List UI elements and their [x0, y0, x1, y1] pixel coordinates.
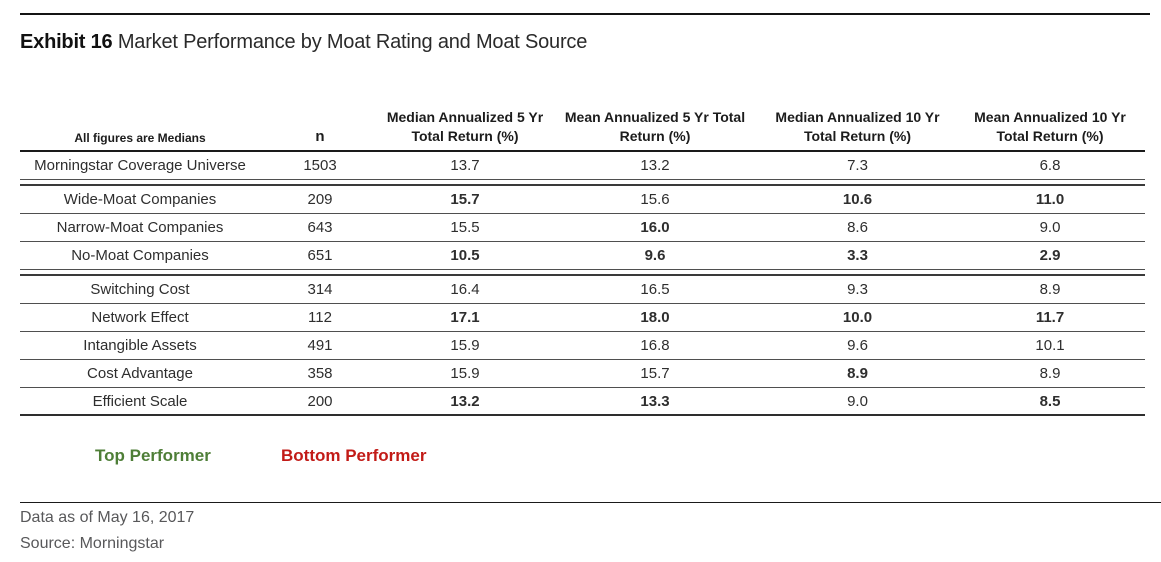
cell-value: 10.5: [450, 247, 480, 264]
cell-value: 17.1: [450, 309, 480, 326]
cell-value: 15.5: [450, 219, 480, 236]
table-row-efficient-scale: Efficient Scale 200 13.2 13.3 9.0 8.5: [20, 388, 1145, 416]
cell-value: 2.9: [1039, 247, 1061, 264]
cell-value: 15.9: [450, 337, 480, 354]
cell-value: 10.6: [842, 191, 873, 208]
row-label: Narrow-Moat Companies: [56, 219, 224, 236]
cell-value: 16.4: [450, 281, 480, 298]
table-row-cost-advantage: Cost Advantage 358 15.9 15.7 8.9 8.9: [20, 360, 1145, 388]
cell-value: 9.3: [847, 281, 868, 298]
row-label: Efficient Scale: [92, 393, 188, 410]
cell-value: 15.7: [640, 365, 670, 382]
cell-value: 8.9: [847, 365, 868, 382]
cell-value: 8.9: [1039, 281, 1061, 298]
cell-value: 10.0: [842, 309, 873, 326]
cell-value: 9.0: [1039, 219, 1061, 236]
cell-value: 15.9: [450, 365, 480, 382]
table-row-network-effect: Network Effect 112 17.1 18.0 10.0 11.7: [20, 304, 1145, 332]
cell-value: 11.7: [1035, 309, 1065, 326]
column-header-mean-5yr: Mean Annualized 5 Yr Total Return (%): [550, 108, 760, 145]
cell-value: 8.6: [847, 219, 868, 236]
row-label: Network Effect: [91, 309, 189, 326]
table-row-no-moat: No-Moat Companies 651 10.5 9.6 3.3 2.9: [20, 242, 1145, 270]
cell-value: 9.6: [644, 247, 666, 264]
cell-n: 1503: [303, 157, 337, 174]
cell-value: 15.7: [450, 191, 480, 208]
cell-value: 3.3: [847, 247, 868, 264]
group-separator: [20, 180, 1145, 186]
row-label: Cost Advantage: [87, 365, 193, 382]
cell-n: 491: [307, 337, 333, 354]
row-label: No-Moat Companies: [71, 247, 209, 264]
column-header-n: n: [315, 128, 325, 145]
cell-value: 8.5: [1039, 393, 1061, 410]
exhibit-title-text: Market Performance by Moat Rating and Mo…: [112, 31, 588, 53]
header-line2: Total Return (%): [996, 127, 1104, 144]
cell-n: 643: [307, 219, 333, 236]
row-label: Switching Cost: [90, 281, 190, 298]
cell-value: 16.0: [640, 219, 670, 236]
cell-value: 18.0: [640, 309, 670, 326]
header-line2: Total Return (%): [411, 127, 519, 144]
cell-value: 9.0: [847, 393, 868, 410]
cell-n: 651: [307, 247, 333, 264]
cell-value: 15.6: [640, 191, 670, 208]
cell-value: 13.3: [640, 393, 670, 410]
row-label: Intangible Assets: [83, 337, 197, 354]
cell-value: 7.3: [847, 157, 868, 174]
group-separator: [20, 270, 1145, 276]
footer-source: Source: Morningstar: [20, 535, 165, 552]
table-header-row: All figures are Medians n Median Annuali…: [20, 103, 1145, 152]
cell-value: 10.1: [1035, 337, 1065, 354]
legend-bottom-performer: Bottom Performer: [281, 446, 427, 465]
cell-n: 209: [307, 191, 333, 208]
header-line1: Median Annualized 5 Yr: [386, 109, 544, 126]
table-row-coverage-universe: Morningstar Coverage Universe 1503 13.7 …: [20, 152, 1145, 180]
cell-value: 13.7: [450, 157, 480, 174]
cell-value: 8.9: [1039, 365, 1061, 382]
cell-value: 13.2: [640, 157, 670, 174]
row-label: Wide-Moat Companies: [63, 191, 217, 208]
cell-value: 16.8: [640, 337, 670, 354]
footer-rule: [20, 502, 1161, 503]
cell-n: 358: [307, 365, 333, 382]
column-header-mean-10yr: Mean Annualized 10 Yr Total Return (%): [955, 108, 1145, 145]
cell-value: 6.8: [1039, 157, 1061, 174]
exhibit-title: Exhibit 16 Market Performance by Moat Ra…: [20, 31, 587, 54]
legend-top-performer: Top Performer: [95, 446, 211, 465]
table-row-narrow-moat: Narrow-Moat Companies 643 15.5 16.0 8.6 …: [20, 214, 1145, 242]
cell-value: 16.5: [640, 281, 670, 298]
exhibit-number: Exhibit 16: [20, 31, 113, 53]
performance-table: All figures are Medians n Median Annuali…: [20, 103, 1145, 416]
row-label: Morningstar Coverage Universe: [34, 157, 246, 174]
table-row-switching-cost: Switching Cost 314 16.4 16.5 9.3 8.9: [20, 276, 1145, 304]
header-line1: Mean Annualized 10 Yr: [974, 109, 1126, 126]
top-rule: [20, 13, 1150, 15]
column-header-median-5yr: Median Annualized 5 Yr Total Return (%): [380, 108, 550, 145]
header-line2: Total Return (%): [803, 127, 912, 144]
cell-value: 11.0: [1035, 191, 1065, 208]
cell-value: 9.6: [847, 337, 868, 354]
cell-n: 200: [307, 393, 333, 410]
corner-note: All figures are Medians: [74, 131, 206, 145]
table-row-intangible-assets: Intangible Assets 491 15.9 16.8 9.6 10.1: [20, 332, 1145, 360]
footer-data-as-of: Data as of May 16, 2017: [20, 509, 195, 526]
cell-n: 314: [307, 281, 333, 298]
table-row-wide-moat: Wide-Moat Companies 209 15.7 15.6 10.6 1…: [20, 186, 1145, 214]
cell-value: 13.2: [450, 393, 480, 410]
cell-n: 112: [308, 309, 332, 326]
header-line1: Median Annualized 10 Yr: [775, 109, 940, 126]
header-line1: Mean Annualized 5 Yr Total: [564, 109, 746, 126]
column-header-median-10yr: Median Annualized 10 Yr Total Return (%): [760, 108, 955, 145]
header-line2: Return (%): [619, 127, 691, 144]
